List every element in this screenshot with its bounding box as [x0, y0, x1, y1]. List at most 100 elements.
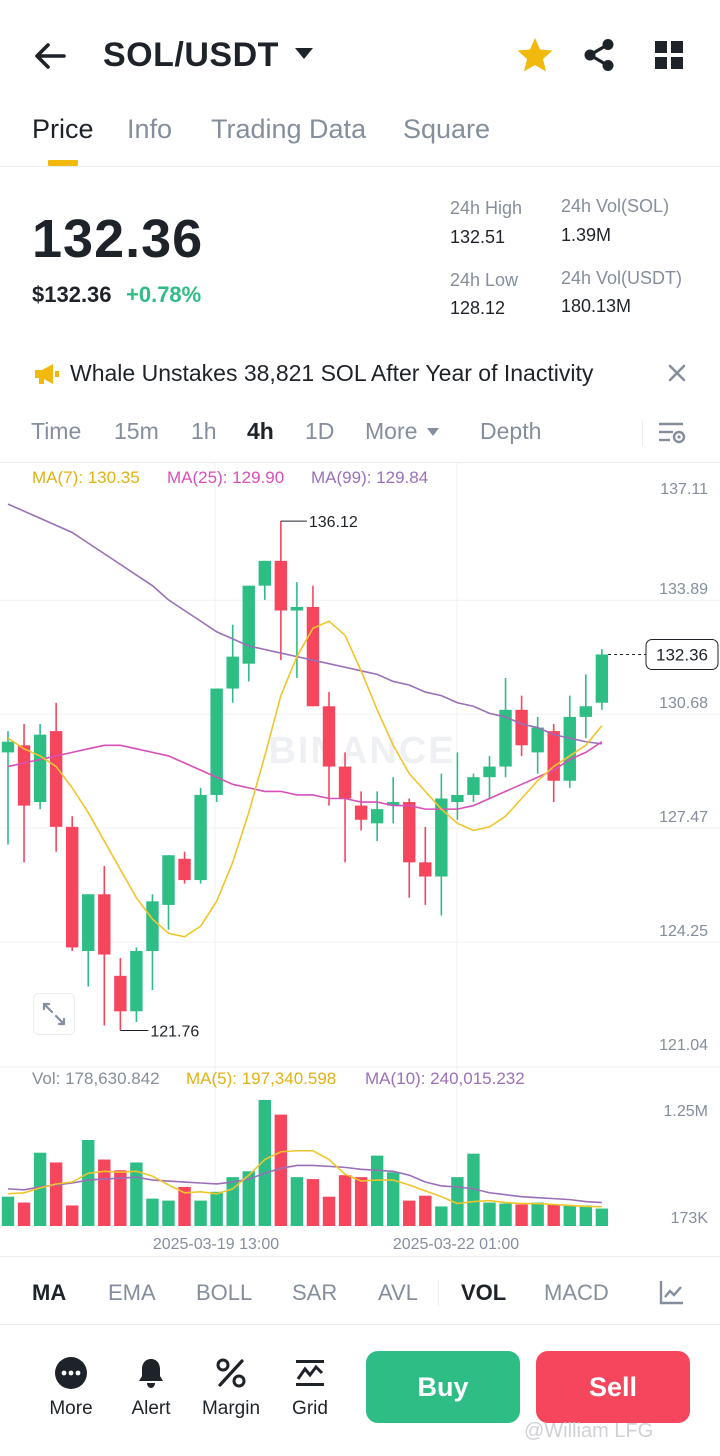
candle-body[interactable] [178, 858, 191, 881]
candle-body[interactable] [210, 688, 223, 795]
candle-body[interactable] [338, 766, 352, 799]
volume-bar[interactable] [499, 1203, 512, 1226]
alert-button[interactable]: Alert [122, 1350, 180, 1430]
indicator-settings-icon[interactable] [658, 1278, 686, 1306]
buy-button[interactable]: Buy [366, 1351, 520, 1423]
interval-1h[interactable]: 1h [191, 418, 217, 444]
indicator-avl[interactable]: AVL [378, 1280, 418, 1305]
back-arrow-icon[interactable] [30, 36, 70, 76]
interval-4h[interactable]: 4h [247, 418, 274, 444]
news-headline[interactable]: Whale Unstakes 38,821 SOL After Year of … [70, 360, 594, 386]
candle-body[interactable] [258, 560, 271, 586]
candle-body[interactable] [306, 606, 320, 707]
candle-body[interactable] [419, 862, 432, 877]
candle-body[interactable] [435, 798, 448, 877]
volume-bar[interactable] [242, 1171, 255, 1226]
dropdown-caret-icon[interactable] [295, 48, 313, 59]
volume-bar[interactable] [210, 1191, 223, 1226]
candle-body[interactable] [98, 894, 111, 955]
candle-body[interactable] [531, 727, 544, 753]
candle-body[interactable] [17, 745, 31, 806]
volume-bar[interactable] [49, 1162, 63, 1226]
indicator-sar[interactable]: SAR [292, 1280, 338, 1305]
candle-body[interactable] [370, 809, 384, 824]
candle-body[interactable] [194, 794, 207, 881]
volume-bar[interactable] [1, 1196, 15, 1226]
volume-bar[interactable] [322, 1196, 336, 1226]
depth-tab[interactable]: Depth [480, 418, 542, 444]
volume-bar[interactable] [595, 1208, 609, 1226]
tab-info[interactable]: Info [127, 114, 173, 144]
candle-body[interactable] [146, 901, 159, 952]
candle-body[interactable] [499, 709, 512, 767]
favorite-star-icon[interactable] [514, 34, 556, 76]
volume-bar[interactable] [338, 1175, 352, 1226]
current-price-tag[interactable] [645, 638, 719, 670]
volume-bar[interactable] [579, 1205, 592, 1226]
candle-body[interactable] [162, 855, 175, 905]
volume-bar[interactable] [17, 1202, 31, 1226]
volume-bar[interactable] [178, 1186, 191, 1226]
candle-body[interactable] [33, 734, 47, 803]
volume-bar[interactable] [33, 1152, 47, 1226]
volume-bar[interactable] [483, 1202, 496, 1226]
volume-bar[interactable] [194, 1200, 207, 1226]
volume-bar[interactable] [162, 1200, 175, 1226]
candle-body[interactable] [49, 731, 63, 827]
volume-bar[interactable] [354, 1177, 368, 1226]
share-icon[interactable] [580, 36, 618, 74]
chart-settings-icon[interactable] [656, 418, 688, 448]
grid-menu-icon[interactable] [652, 38, 686, 72]
indicator-macd[interactable]: MACD [544, 1280, 609, 1305]
candle-body[interactable] [322, 706, 336, 767]
volume-bar[interactable] [547, 1204, 560, 1227]
candle-body[interactable] [130, 951, 143, 1012]
tab-square[interactable]: Square [403, 114, 491, 144]
indicator-ema[interactable]: EMA [108, 1280, 156, 1305]
margin-button[interactable]: Margin [196, 1350, 266, 1430]
volume-bar[interactable] [419, 1195, 432, 1226]
interval-1d[interactable]: 1D [305, 418, 335, 444]
candle-body[interactable] [82, 894, 95, 952]
close-icon[interactable] [664, 360, 690, 386]
volume-bar[interactable] [451, 1177, 464, 1226]
indicator-vol[interactable]: VOL [461, 1280, 507, 1305]
volume-bar[interactable] [290, 1177, 304, 1226]
tab-trading-data[interactable]: Trading Data [211, 114, 367, 144]
candle-body[interactable] [226, 656, 239, 689]
chevron-down-icon[interactable] [427, 428, 439, 436]
volume-bar[interactable] [435, 1206, 448, 1226]
interval-more[interactable]: More [365, 418, 418, 444]
volume-bar[interactable] [306, 1179, 320, 1226]
volume-bar[interactable] [387, 1172, 400, 1226]
pair-title[interactable]: SOL/USDT [103, 36, 279, 74]
interval-time[interactable]: Time [31, 418, 82, 444]
candle-body[interactable] [451, 794, 464, 803]
candle-body[interactable] [483, 766, 496, 778]
volume-bar[interactable] [114, 1170, 127, 1226]
candle-body[interactable] [1, 741, 15, 753]
sell-button[interactable]: Sell [536, 1351, 690, 1423]
volume-bar[interactable] [563, 1205, 576, 1226]
volume-bar[interactable] [258, 1099, 271, 1226]
volume-bar[interactable] [370, 1155, 384, 1226]
volume-bar[interactable] [531, 1202, 544, 1226]
more-button[interactable]: More [40, 1350, 102, 1430]
indicator-ma[interactable]: MA [32, 1280, 67, 1305]
interval-15m[interactable]: 15m [114, 418, 159, 444]
volume-bar[interactable] [66, 1205, 79, 1226]
candle-body[interactable] [547, 731, 560, 781]
volume-bar[interactable] [146, 1198, 159, 1226]
candle-body[interactable] [515, 709, 528, 746]
grid-button[interactable]: Grid [282, 1350, 338, 1430]
volume-bar[interactable] [274, 1114, 288, 1226]
volume-bar[interactable] [515, 1204, 528, 1227]
candle-body[interactable] [563, 716, 576, 781]
candle-body[interactable] [467, 777, 480, 795]
candlestick-chart[interactable]: 137.11 133.89 130.68 127.47 124.25 121.04 BINA… [0, 463, 720, 1253]
volume-bar[interactable] [467, 1153, 480, 1226]
candle-body[interactable] [579, 706, 592, 717]
candle-body[interactable] [595, 654, 609, 703]
volume-bar[interactable] [82, 1140, 95, 1226]
fullscreen-button[interactable] [33, 993, 75, 1035]
